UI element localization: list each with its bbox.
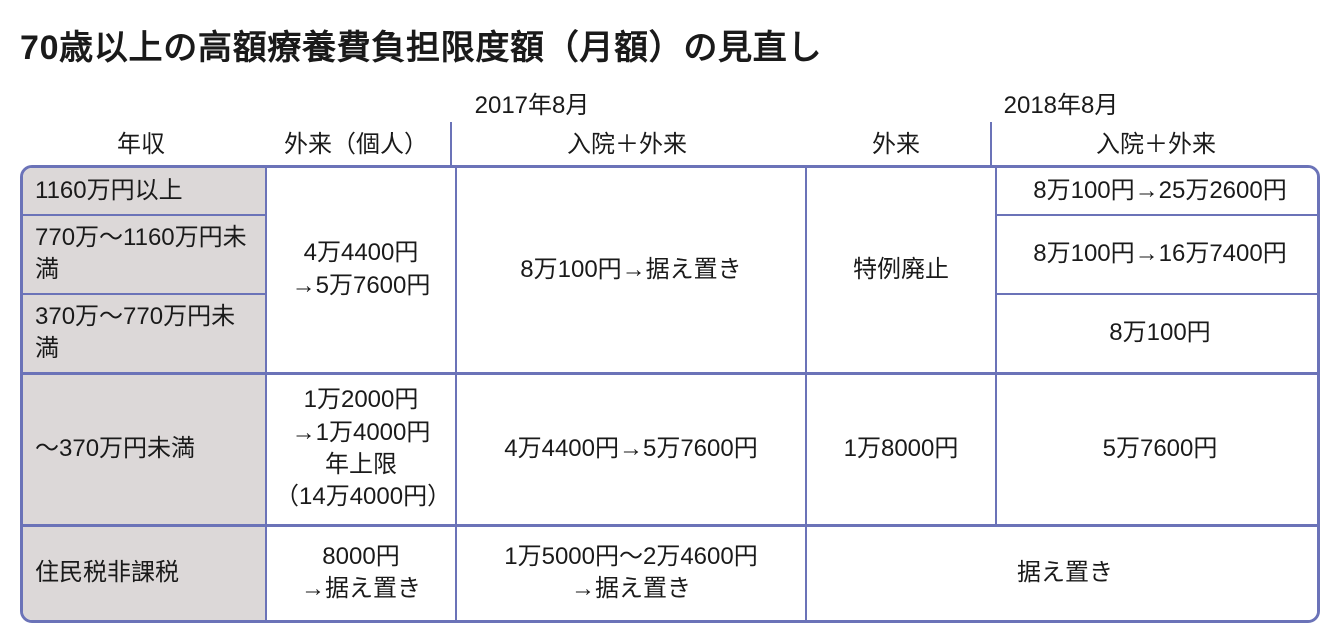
income-r1: 1160万円以上 [23,168,265,216]
cell-in2018-r3: 8万100円 [995,295,1320,372]
cell-out2017-last-a: 8000円 [322,541,399,573]
cell-out2017-last-b: →据え置き [301,573,421,605]
header-in-2018: 入院＋外来 [992,122,1320,165]
cell-in2017-mid: 4万4400円→5万7600円 [455,372,805,524]
cell-in2017-last: 1万5000円～2万4600円 →据え置き [455,524,805,620]
cell-in2017-last-b: →据え置き [571,573,691,605]
period-row: 2017年8月 2018年8月 [20,83,1320,122]
cell-out2017-mid-d: （14万4000円） [275,481,447,513]
header-in-2017: 入院＋外来 [452,122,802,165]
cell-out2017-last: 8000円 →据え置き [265,524,455,620]
cell-in2018-r2: 8万100円→16万7400円 [995,216,1320,295]
cell-out2017-mid: 1万2000円 →1万4000円 年上限 （14万4000円） [265,372,455,524]
cell-out2017-mid-b: →1万4000円 [292,417,431,449]
column-headers: 年収 外来（個人） 入院＋外来 外来 入院＋外来 [20,122,1320,165]
cell-out2017-mid-a: 1万2000円 [304,384,419,416]
cell-out2017-top: 4万4400円 →5万7600円 [265,168,455,372]
header-out-2018: 外来 [802,122,992,165]
main-table: 1160万円以上 4万4400円 →5万7600円 8万100円→据え置き 特例… [20,165,1320,623]
table-wrap: 70歳以上の高額療養費負担限度額（月額）の見直し 2017年8月 2018年8月… [20,20,1320,623]
income-r2: 770万～1160万円未満 [23,216,265,295]
cell-out2018-mid: 1万8000円 [805,372,995,524]
income-r3: 370万～770万円未満 [23,295,265,372]
period-2018: 2018年8月 [802,83,1320,122]
cell-in2017-top: 8万100円→据え置き [455,168,805,372]
cell-in2018-mid: 5万7600円 [995,372,1320,524]
cell-out2017-mid-c: 年上限 [325,449,397,481]
cell-out2017-top-b: →5万7600円 [292,270,431,302]
page-title: 70歳以上の高額療養費負担限度額（月額）の見直し [20,20,1320,69]
cell-out2017-top-a: 4万4400円 [304,237,419,269]
income-r5: 住民税非課税 [23,524,265,620]
header-income: 年収 [20,122,262,165]
header-out-2017: 外来（個人） [262,122,452,165]
income-r4: ～370万円未満 [23,372,265,524]
cell-2018-last: 据え置き [805,524,1320,620]
cell-in2018-r1: 8万100円→25万2600円 [995,168,1320,216]
cell-out2018-top: 特例廃止 [805,168,995,372]
cell-in2017-last-a: 1万5000円～2万4600円 [504,541,757,573]
period-2017: 2017年8月 [262,83,802,122]
